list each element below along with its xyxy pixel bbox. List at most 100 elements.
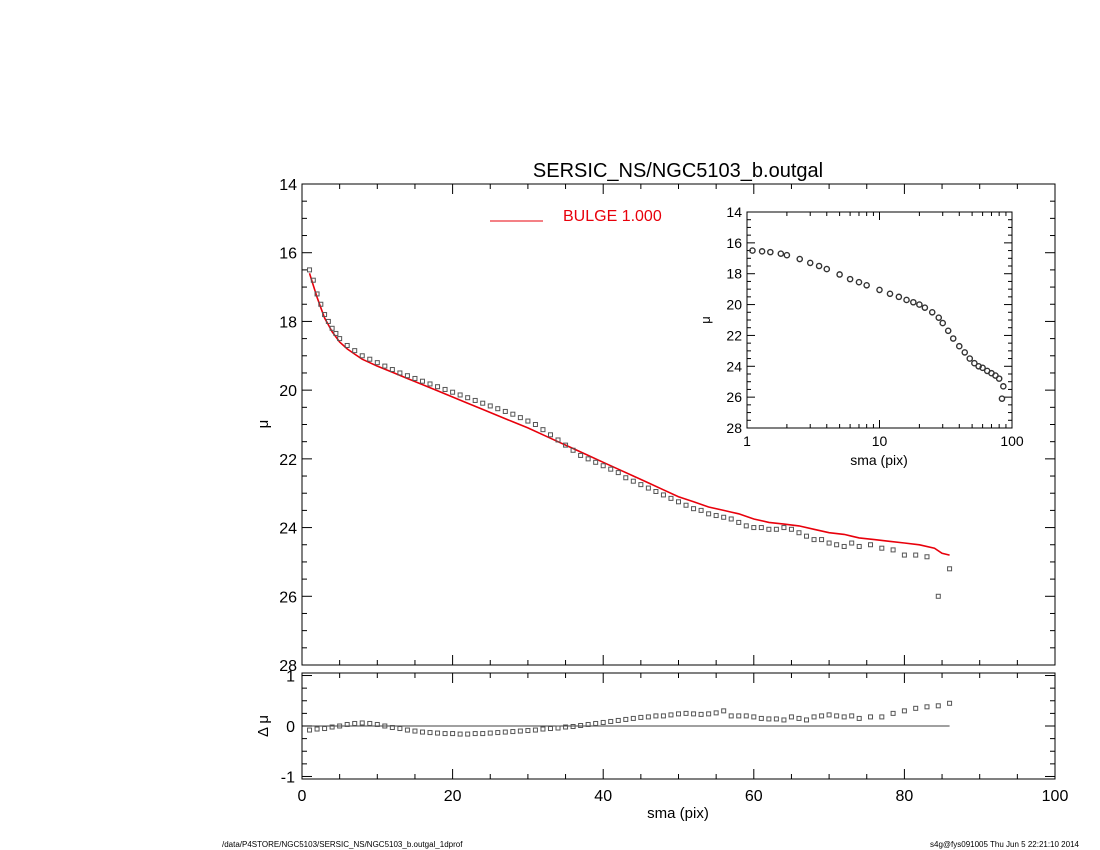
residual-panel: -101 0 20 40 60 80 100 Δ μ sma (pix) [255,669,1068,822]
residual-point [653,713,659,719]
residual-point [901,708,907,714]
data-point [487,403,493,409]
data-point [495,406,501,412]
data-point [788,526,794,532]
residual-point [480,731,486,737]
x-axis-label: sma (pix) [647,805,709,822]
data-point [947,566,953,572]
residual-y-tick-label: 1 [286,669,295,686]
residual-point [412,728,418,734]
inset-point [855,278,863,286]
data-point [314,291,320,297]
inset-point [846,275,854,283]
inset-y-axis-label: μ [698,316,713,324]
data-point [555,437,561,443]
data-point [457,392,463,398]
residual-point [525,728,531,734]
inset-point [939,319,947,327]
main-y-tick-label: 14 [279,177,297,194]
residual-point [913,705,919,711]
data-point [465,395,471,401]
residual-point [706,711,712,717]
data-points [307,267,953,599]
data-point [525,418,531,424]
data-point [585,456,591,462]
residual-point [359,720,365,726]
main-y-tick-label: 24 [279,521,297,538]
residual-point [547,726,553,732]
residual-point [856,715,862,721]
inset-log-panel: 14 16 18 20 22 24 26 28 1 10 100 μ sma (pix) [698,204,1024,468]
x-tick-label: 80 [896,788,914,805]
data-point [310,277,316,283]
data-point [879,545,885,551]
data-point [510,411,516,417]
data-point [389,367,395,373]
data-point [811,537,817,543]
inset-plot-frame [746,211,1013,429]
data-point [359,353,365,359]
main-x-axis-ticks [301,184,1056,665]
residual-point [593,720,599,726]
inset-y-tick-label: 14 [726,204,742,220]
residual-point [487,730,493,736]
residual-point [804,717,810,723]
data-point [645,485,651,491]
data-point [480,400,486,406]
residual-point [660,713,666,719]
x-tick-label: 60 [745,788,763,805]
residual-point [781,717,787,723]
residual-point [307,727,313,733]
data-point [890,547,896,553]
data-point [713,513,719,519]
inset-point [995,375,1003,382]
data-point [615,470,621,476]
residual-point [540,726,546,732]
residual-point [472,731,478,737]
legend-label: BULGE 1.000 [563,208,662,225]
residual-point [555,725,561,731]
residual-point [389,725,395,731]
residual-point [638,714,644,720]
residual-point [841,714,847,720]
legend: BULGE 1.000 [490,208,662,225]
residual-point [947,700,953,706]
x-tick-label: 0 [298,788,307,805]
main-y-tick-label: 18 [279,314,297,331]
main-profile-panel: 14 16 18 20 22 24 26 28 μ BULGE 1.000 [255,177,1056,675]
inset-point [916,301,923,308]
residual-point [773,716,779,722]
residual-point [374,721,380,727]
inset-y-tick-label: 24 [726,358,742,374]
data-point [563,442,569,448]
data-point [427,381,433,387]
data-point [329,325,335,331]
residual-point [668,712,674,718]
residual-point [736,713,742,719]
data-point [834,542,840,548]
residual-point [788,714,794,720]
data-point [374,360,380,366]
residual-point [322,726,328,732]
main-y-tick-label: 26 [279,589,297,606]
data-point [333,330,339,336]
inset-y-tick-label: 16 [726,235,742,251]
data-point [623,475,629,481]
footer-file-path: /data/P4STORE/NGC5103/SERSIC_NS/NGC5103_… [222,840,463,849]
data-point [935,593,941,599]
residual-point [367,720,373,726]
residual-point [879,714,885,720]
inset-point [895,293,903,301]
inset-point [863,281,870,289]
inset-point [955,342,963,350]
inset-x-tick-label: 1 [743,433,751,449]
inset-y-tick-label: 28 [726,420,742,436]
data-point [706,511,712,517]
inset-point [796,255,804,263]
data-point [638,482,644,488]
x-tick-label: 40 [594,788,612,805]
residual-point [721,708,727,714]
residual-point [796,715,802,721]
data-point [442,386,448,392]
